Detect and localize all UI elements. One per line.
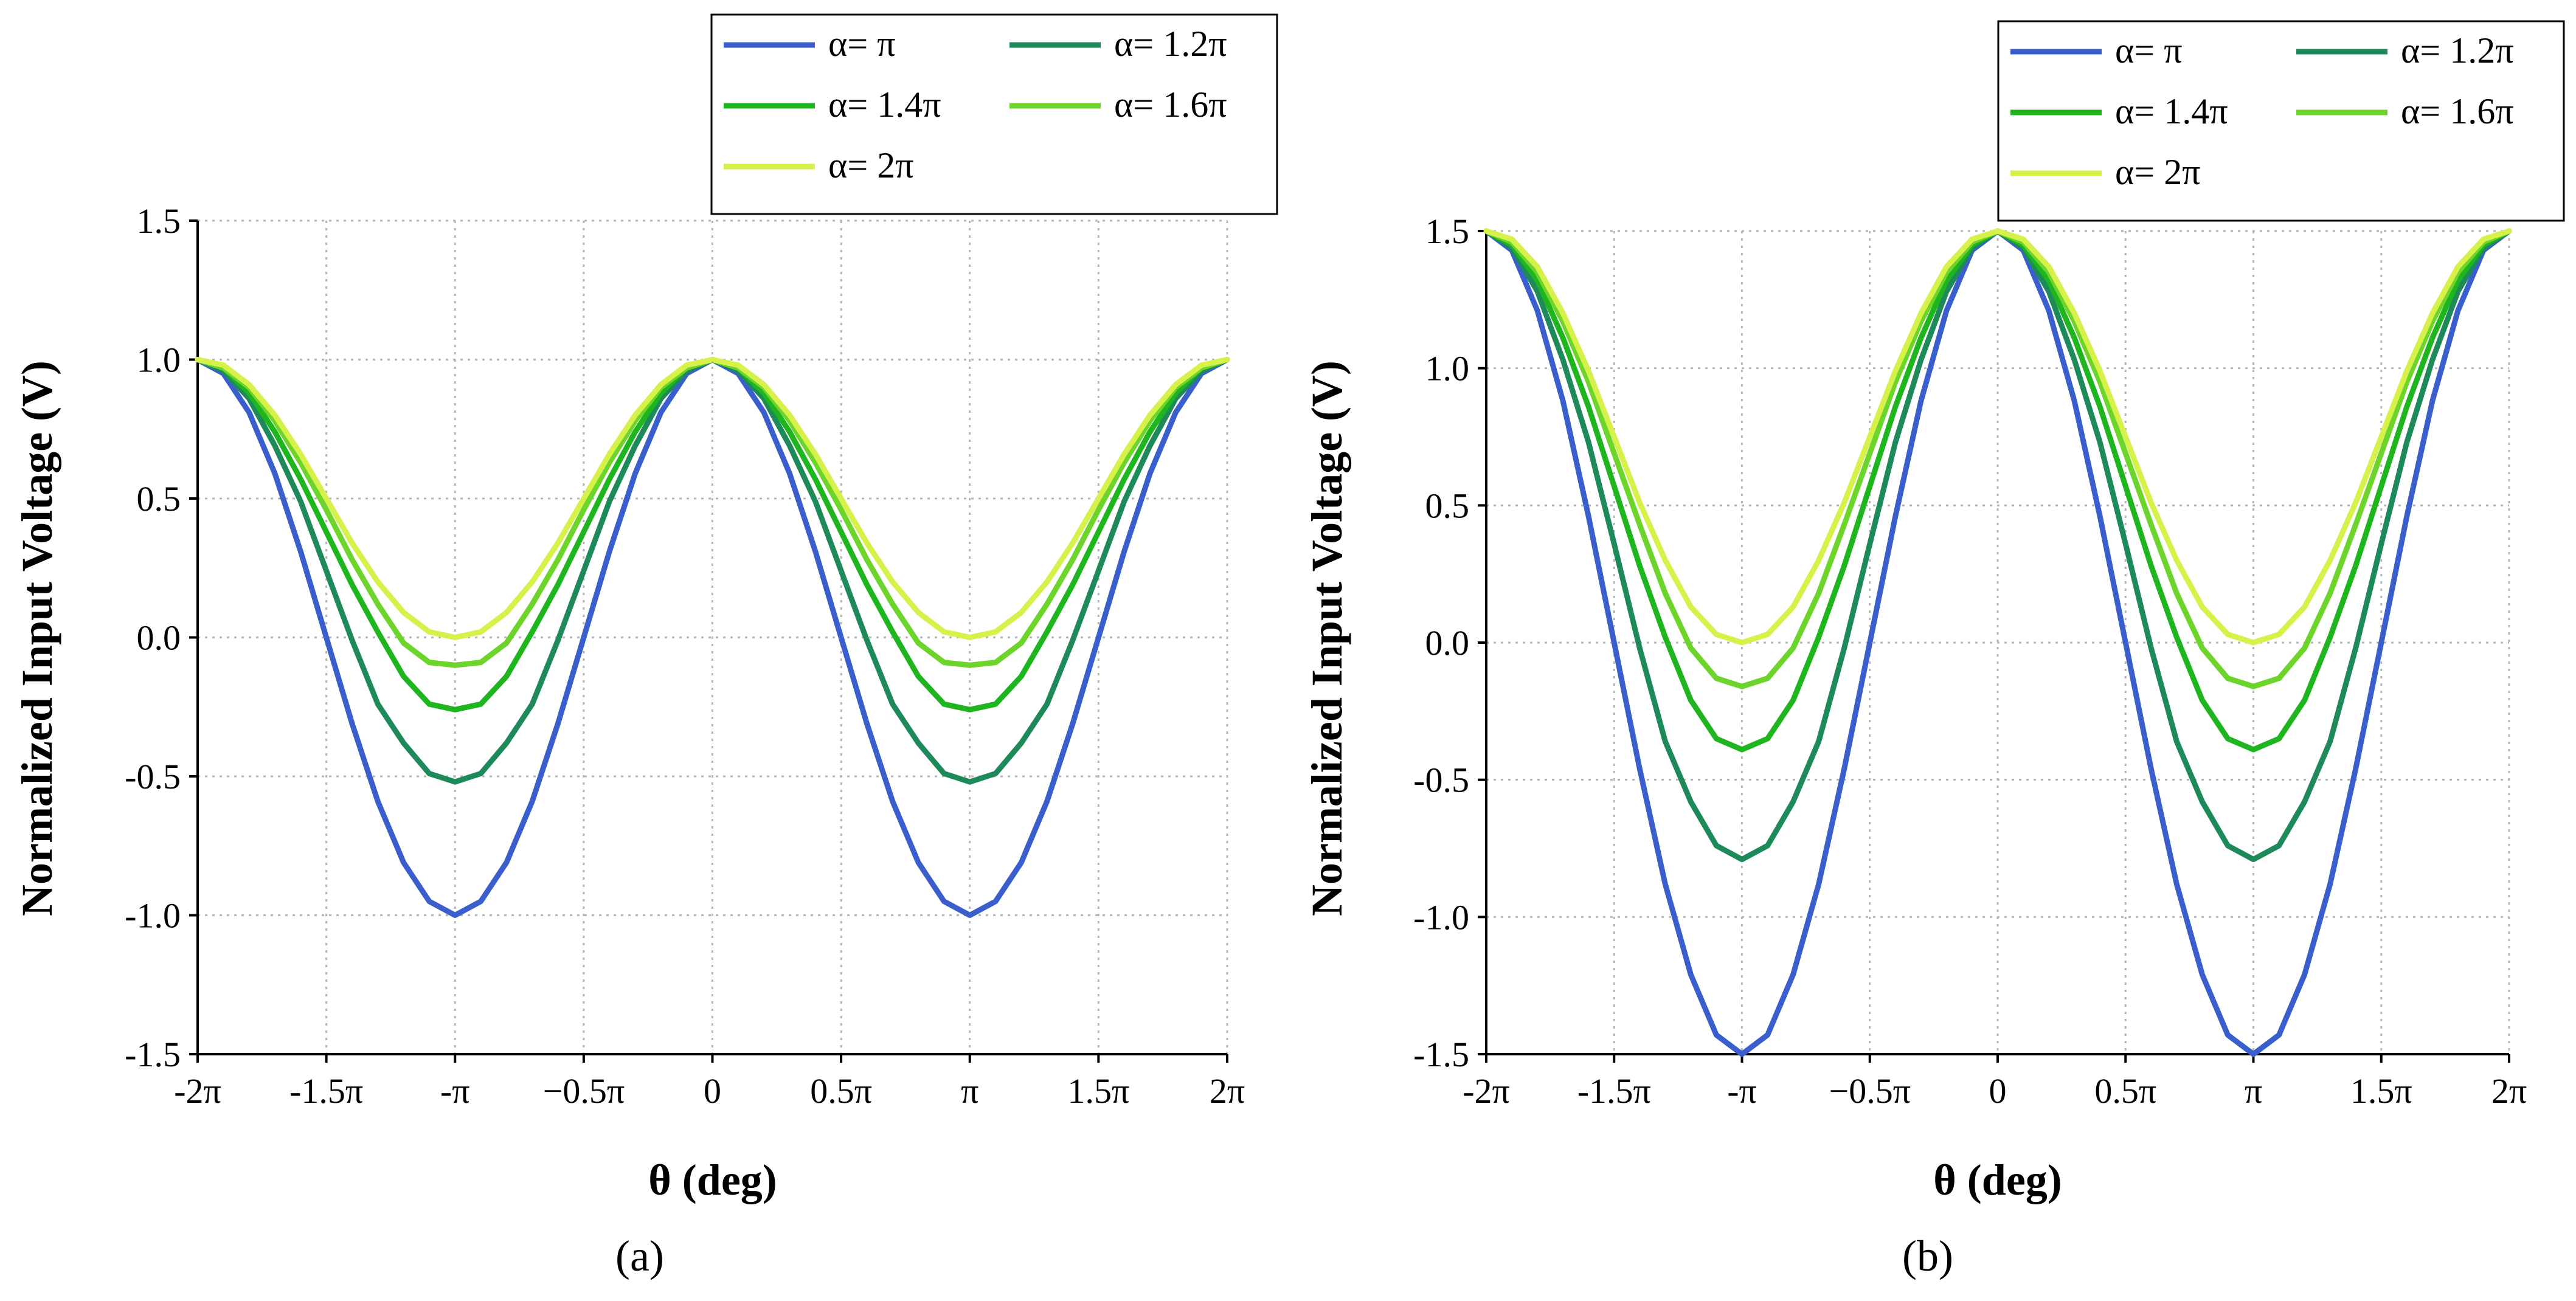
legend-label: α= π [828,24,896,64]
x-tick-label: π [961,1071,978,1111]
y-tick-label: -0.5 [125,757,181,796]
y-tick-label: -1.5 [125,1035,181,1074]
legend-box [1997,20,2565,222]
legend-label: α= 1.4π [2115,91,2228,131]
gridlines [1486,230,2510,1054]
y-tick-label: 1.5 [1425,212,1470,251]
y-tick-label: 0.0 [1425,623,1470,663]
x-tick-label: 2π [2491,1071,2527,1111]
y-tick-label: 0.5 [1425,486,1470,525]
legend-label: α= 1.6π [1114,85,1227,125]
legend-box [710,13,1278,215]
legend-label: α= 2π [828,145,914,185]
legend: α= π α= 1.2π α= 1.4π α= 1.6π α= 2π [710,13,1278,215]
x-tick-label: 1.5π [1067,1071,1129,1111]
legend-label: α= 1.2π [1114,24,1227,64]
legend-label: α= 1.4π [828,85,941,125]
chart-panel-b: 1.5 1.0 0.5 0.0 -0.5 -1.0 -1.5-2π -1.5π -π −0.5π 0… [1303,20,2565,1280]
x-tick-label: -1.5π [289,1071,363,1111]
y-axis-title: Normalized Input Voltage (V) [1303,361,1351,916]
x-tick-label: 0.5π [810,1071,872,1111]
y-tick-label: 1.5 [137,201,181,241]
x-tick-label: -1.5π [1577,1071,1651,1111]
y-tick-label: 0.5 [137,479,181,519]
x-tick-label: 0 [1989,1071,2007,1111]
y-axis-title: Normalized Input Voltage (V) [13,361,61,916]
legend-label: α= 1.2π [2401,30,2514,71]
series-line [1483,228,2512,646]
legend-label: α= 2π [2115,152,2201,192]
x-axis-title: θ (deg) [1933,1156,2062,1204]
x-tick-label: −0.5π [1829,1071,1911,1111]
y-tick-label: 0.0 [137,618,181,658]
x-tick-label: -π [440,1071,470,1111]
y-tick-label: -1.5 [1413,1035,1469,1074]
legend-label: α= π [2115,30,2183,71]
x-tick-label: -π [1727,1071,1757,1111]
x-tick-label: π [2245,1071,2262,1111]
x-tick-label: −0.5π [543,1071,625,1111]
series-line [1483,228,2512,753]
x-tick-label: 0.5π [2094,1071,2156,1111]
panel-label: (b) [1902,1232,1953,1280]
y-tick-label: -1.0 [125,896,181,936]
y-tick-label: 1.0 [137,340,181,380]
panel-label: (a) [615,1232,664,1280]
chart-panel-a: 1.5 1.0 0.5 0.0 -0.5 -1.0 -1.5-2π -1.5π -π −0.5π 0… [13,13,1278,1280]
legend-label: α= 1.6π [2401,91,2514,131]
x-axis-title: θ (deg) [648,1156,777,1204]
x-tick-label: -2π [174,1071,221,1111]
x-tick-label: -2π [1463,1071,1510,1111]
y-tick-label: -0.5 [1413,761,1469,800]
series-line [195,357,1230,640]
y-tick-label: 1.0 [1425,349,1470,388]
legend: α= π α= 1.2π α= 1.4π α= 1.6π α= 2π [1997,20,2565,222]
x-tick-label: 0 [704,1071,721,1111]
x-tick-label: 2π [1210,1071,1245,1111]
y-tick-label: -1.0 [1413,897,1469,937]
x-tick-label: 1.5π [2350,1071,2412,1111]
